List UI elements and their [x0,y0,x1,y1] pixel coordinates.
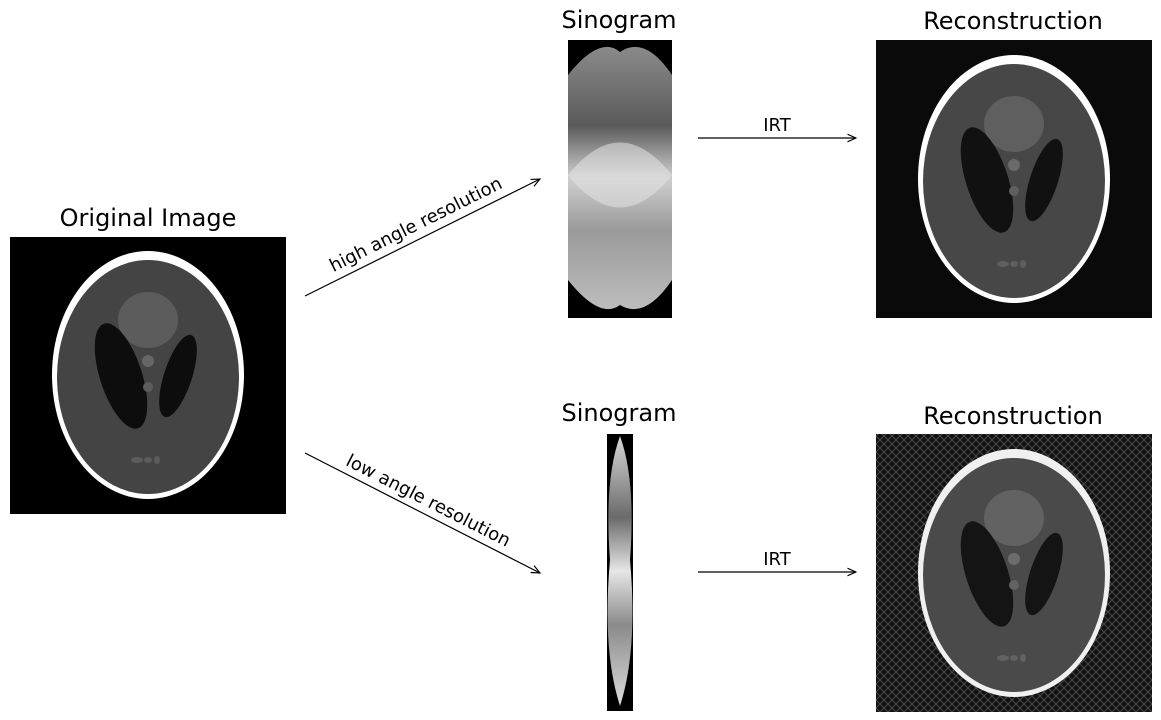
high-irt-label: IRT [763,115,792,136]
high-angle-label: high angle resolution [326,173,505,277]
low-sinogram-image [607,434,633,711]
low-angle-arrow [304,452,540,573]
low-sinogram-title: Sinogram [562,399,677,427]
low-angle-label: low angle resolution [343,450,514,551]
high-sinogram-title: Sinogram [562,6,677,34]
low-reconstruction-title: Reconstruction [923,402,1103,430]
high-reconstruction-image [876,40,1152,318]
original-phantom-image [10,237,286,514]
original-image-title: Original Image [60,204,237,232]
high-reconstruction-title: Reconstruction [923,7,1103,35]
high-angle-arrow [304,179,540,297]
high-sinogram-image [568,40,672,318]
low-reconstruction-image [876,434,1152,712]
low-irt-label: IRT [763,549,792,570]
